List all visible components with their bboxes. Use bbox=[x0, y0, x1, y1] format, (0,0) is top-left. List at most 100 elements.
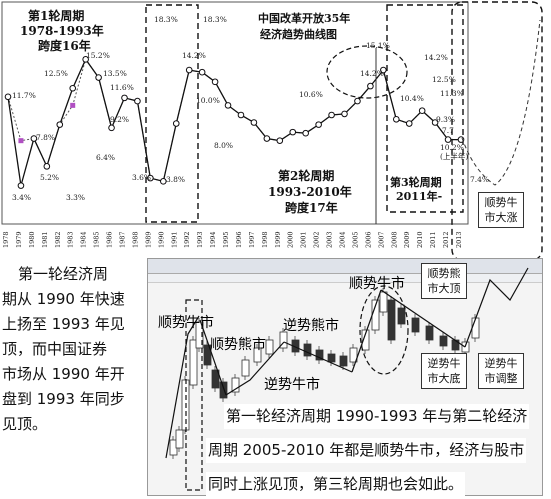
series-solid-point bbox=[405, 120, 413, 127]
series-solid-point bbox=[354, 97, 361, 105]
x-tick-label: 1990 bbox=[157, 231, 165, 248]
series-solid-point bbox=[302, 129, 309, 137]
data-annotation: 3.6% bbox=[132, 173, 151, 182]
series-solid-point bbox=[160, 178, 167, 185]
label-bear-rev: 逆势熊市 bbox=[283, 318, 339, 334]
cycle-3-box bbox=[386, 4, 464, 213]
x-tick-label: 1980 bbox=[28, 231, 36, 248]
x-tick-label: 1987 bbox=[118, 231, 126, 248]
data-annotation: 14.2% bbox=[424, 53, 448, 62]
series-solid-point bbox=[289, 128, 297, 136]
x-tick-label: 2009 bbox=[403, 231, 411, 248]
label-bull-rev: 逆势牛市 bbox=[264, 377, 320, 393]
series-solid-point bbox=[392, 115, 400, 123]
economic-cycle-chart: 1978 1979 1980 1981 1982 1983 1984 1985 1986 1987… bbox=[1, 1, 543, 260]
series-solid-point bbox=[4, 93, 12, 101]
callout-bull-adj: 逆势牛 市调整 bbox=[478, 353, 524, 389]
forecast-line bbox=[461, 19, 541, 186]
x-tick-label: 1979 bbox=[15, 231, 23, 248]
series-solid-point bbox=[108, 124, 115, 132]
series-solid-point bbox=[431, 119, 439, 126]
data-annotation: 15.1% bbox=[366, 41, 390, 50]
data-annotation: 18.3% bbox=[203, 15, 227, 24]
callout-bear-top: 顺势熊 市大顶 bbox=[421, 263, 467, 299]
data-annotation: 12.5% bbox=[432, 75, 456, 84]
series-solid-point bbox=[315, 121, 322, 128]
x-tick-label: 1983 bbox=[67, 231, 75, 248]
series-dotted-point bbox=[18, 138, 24, 144]
cycle2-title-2: 1993-2010年 bbox=[268, 184, 352, 199]
data-annotation: 7.8% bbox=[36, 133, 55, 142]
data-annotation: 11.6% bbox=[110, 83, 134, 92]
series-solid-point bbox=[418, 107, 426, 115]
series-dotted-point bbox=[70, 102, 76, 108]
callout-bull-adj-2: 市调整 bbox=[484, 372, 518, 385]
left-para-line: 期从 1990 年快速 bbox=[2, 290, 125, 308]
series-solid-point bbox=[30, 135, 38, 142]
left-paragraph: 第一轮经济周 期从 1990 年快速 上扬至 1993 年见 顶，而中国证券 市… bbox=[2, 262, 146, 437]
x-tick-label: 1997 bbox=[248, 231, 256, 248]
series-solid-point bbox=[367, 82, 374, 90]
callout-bull-up: 顺势牛 市大涨 bbox=[478, 192, 524, 228]
data-annotation: 10.2% bbox=[440, 143, 464, 152]
data-annotation: 15.2% bbox=[86, 51, 110, 60]
callout-bull-up-2: 市大涨 bbox=[484, 211, 518, 224]
cycle1-title-1: 第1轮周期 bbox=[28, 8, 84, 23]
bottom-paragraph-1: 第一轮经济周期 1990-1993 年与第二轮经济 bbox=[224, 404, 530, 429]
x-tick-label: 1978 bbox=[2, 231, 10, 248]
x-tick-label: 1999 bbox=[274, 231, 282, 248]
left-para-line: 上扬至 1993 年见 bbox=[2, 315, 125, 333]
data-annotation: 6.4% bbox=[96, 153, 115, 162]
cycle3-title-1: 第3轮周期 bbox=[390, 175, 442, 189]
series-solid-point bbox=[237, 111, 245, 119]
series-solid-line bbox=[7, 58, 461, 186]
x-tick-label: 1998 bbox=[261, 231, 269, 248]
series-solid-point bbox=[43, 163, 51, 170]
x-tick-label: 2008 bbox=[390, 231, 398, 248]
series-solid-point bbox=[121, 94, 128, 102]
left-para-line: 第一轮经济周 bbox=[18, 265, 109, 283]
data-annotation: 9.3% bbox=[436, 115, 455, 124]
x-tick-label: 2007 bbox=[377, 231, 385, 248]
cycle-3-box-outer bbox=[451, 1, 543, 260]
x-tick-label: 2004 bbox=[339, 231, 347, 248]
cycle1-title-2: 1978-1993年 bbox=[20, 23, 104, 38]
left-para-line: 顶，而中国证券 bbox=[2, 340, 108, 358]
left-para-line: 盘到 1993 年同步 bbox=[2, 390, 125, 408]
x-tick-label: 1989 bbox=[144, 231, 152, 248]
x-tick-label: 1992 bbox=[183, 231, 191, 248]
series-solid-point bbox=[69, 84, 77, 92]
x-tick-label: 2006 bbox=[364, 231, 372, 248]
data-annotations: 11.7% 3.4% 7.8% 5.2% 12.5% 3.3% 15.2% 6.4% 13.5%… bbox=[12, 15, 489, 202]
series-solid-point bbox=[134, 97, 141, 105]
x-tick-label: 1984 bbox=[80, 231, 88, 248]
series-solid-point bbox=[328, 111, 335, 119]
data-annotation: 7.4% bbox=[470, 175, 489, 184]
x-tick-label: 2003 bbox=[326, 231, 334, 248]
data-annotation: 10.6% bbox=[299, 90, 323, 99]
x-tick-label: 2010 bbox=[416, 231, 424, 248]
series-solid-point bbox=[250, 119, 258, 126]
callout-bear-top-2: 市大顶 bbox=[427, 282, 461, 295]
data-annotation: 14.2% bbox=[360, 69, 384, 78]
series-solid-point bbox=[224, 102, 232, 109]
series-solid-point bbox=[444, 136, 452, 143]
data-annotation: 9.2% bbox=[110, 115, 129, 124]
x-tick-label: 2011 bbox=[429, 231, 437, 248]
series-solid-point bbox=[211, 78, 219, 86]
series-solid-point bbox=[95, 74, 102, 81]
stock-toolbar bbox=[148, 259, 542, 274]
stock-subbar bbox=[148, 274, 542, 283]
series-dotted-line bbox=[7, 58, 461, 182]
x-tick-label: 1985 bbox=[93, 231, 101, 248]
bottom-paragraph-3: 同时上涨见顶，第三轮周期也会如此。 bbox=[206, 472, 466, 497]
cycle2-title-3: 跨度17年 bbox=[285, 200, 338, 215]
left-para-line: 见顶。 bbox=[2, 415, 48, 433]
x-tick-labels: 1978 1979 1980 1981 1982 1983 1984 1985 1986 1987… bbox=[2, 231, 463, 248]
series-solid-point bbox=[147, 174, 154, 182]
x-tick-label: 1995 bbox=[222, 231, 230, 248]
chart-title-1: 中国改革开放35年 bbox=[258, 11, 350, 25]
series-solid-point bbox=[380, 66, 387, 74]
x-tick-label: 1994 bbox=[209, 231, 217, 248]
data-annotation: 8.0% bbox=[214, 141, 233, 150]
